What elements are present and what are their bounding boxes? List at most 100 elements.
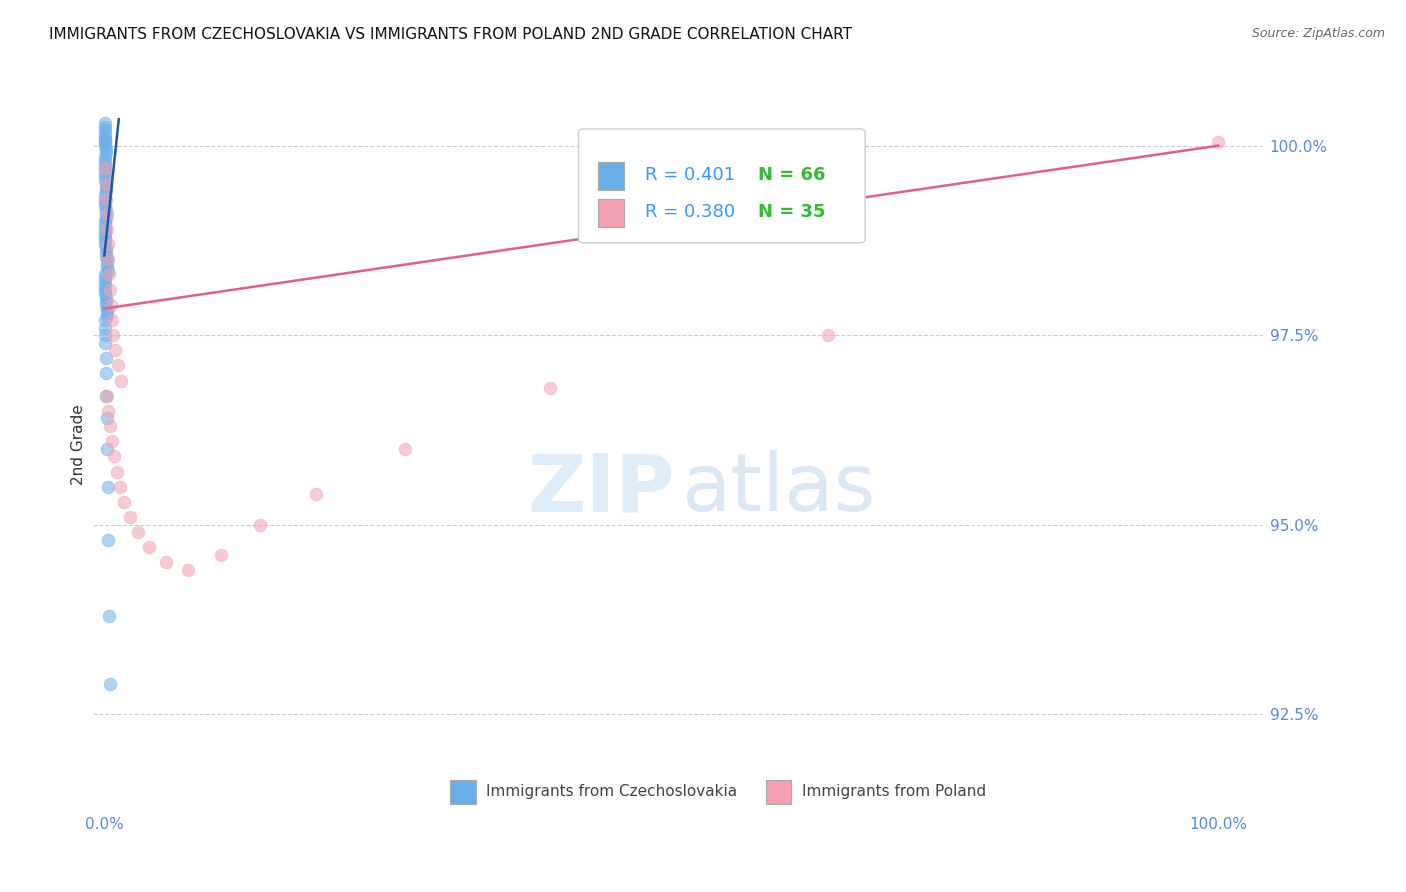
Point — [96, 260, 118, 274]
Point — [100, 298, 122, 312]
Point — [94, 169, 117, 183]
Point — [97, 480, 120, 494]
Point — [94, 207, 117, 221]
Point — [94, 165, 117, 179]
Point — [94, 177, 117, 191]
Point — [94, 218, 117, 232]
Point — [94, 120, 117, 134]
Point — [98, 283, 121, 297]
Point — [98, 419, 121, 434]
Point — [94, 241, 117, 255]
Point — [94, 278, 117, 293]
Point — [94, 283, 117, 297]
Point — [94, 116, 117, 130]
Text: R = 0.401: R = 0.401 — [645, 166, 735, 185]
Text: Source: ZipAtlas.com: Source: ZipAtlas.com — [1251, 27, 1385, 40]
Point — [98, 676, 121, 690]
Point — [138, 541, 160, 555]
Text: Immigrants from Poland: Immigrants from Poland — [801, 784, 986, 799]
Y-axis label: 2nd Grade: 2nd Grade — [72, 405, 86, 485]
Point — [94, 275, 117, 289]
Point — [97, 237, 120, 252]
Point — [94, 135, 117, 149]
Point — [94, 188, 117, 202]
Point — [101, 434, 124, 449]
Point — [94, 320, 117, 334]
Point — [94, 195, 117, 210]
Point — [96, 301, 118, 316]
Point — [94, 128, 117, 142]
Point — [94, 192, 117, 206]
Text: atlas: atlas — [682, 450, 876, 528]
Point — [94, 161, 117, 176]
Point — [97, 263, 120, 277]
Point — [94, 158, 117, 172]
Point — [96, 184, 118, 198]
Point — [101, 313, 124, 327]
Point — [105, 465, 128, 479]
Point — [96, 309, 118, 323]
Point — [538, 381, 561, 395]
Point — [96, 389, 118, 403]
Point — [155, 556, 177, 570]
Point — [97, 268, 120, 282]
Point — [96, 211, 118, 225]
Point — [249, 517, 271, 532]
Point — [94, 153, 117, 168]
Point — [305, 487, 328, 501]
Point — [94, 177, 117, 191]
Point — [97, 404, 120, 418]
Point — [94, 290, 117, 304]
FancyBboxPatch shape — [450, 780, 475, 804]
Point — [94, 199, 117, 213]
Point — [96, 248, 118, 262]
Text: ZIP: ZIP — [527, 450, 675, 528]
Point — [94, 222, 117, 236]
Point — [96, 442, 118, 456]
Point — [94, 123, 117, 137]
Point — [94, 328, 117, 343]
Point — [94, 293, 117, 308]
Point — [94, 132, 117, 146]
Point — [110, 374, 132, 388]
Point — [94, 138, 117, 153]
Point — [112, 495, 135, 509]
Text: R = 0.380: R = 0.380 — [645, 203, 735, 221]
Point — [108, 480, 131, 494]
Point — [94, 366, 117, 380]
Point — [94, 150, 117, 164]
Text: Immigrants from Czechoslovakia: Immigrants from Czechoslovakia — [486, 784, 737, 799]
Point — [94, 237, 117, 252]
Point — [1206, 135, 1229, 149]
Point — [94, 214, 117, 228]
Point — [94, 229, 117, 244]
Point — [96, 411, 118, 425]
Point — [96, 252, 118, 267]
Point — [94, 192, 117, 206]
Point — [103, 328, 125, 343]
Point — [107, 359, 129, 373]
Point — [94, 180, 117, 194]
Point — [118, 510, 141, 524]
Point — [177, 563, 200, 577]
Text: N = 66: N = 66 — [758, 166, 825, 185]
Point — [94, 233, 117, 247]
Point — [94, 244, 117, 259]
Point — [96, 222, 118, 236]
Point — [94, 298, 117, 312]
FancyBboxPatch shape — [599, 162, 624, 190]
Point — [94, 268, 117, 282]
Point — [94, 161, 117, 176]
Point — [94, 271, 117, 285]
Point — [98, 608, 121, 623]
Point — [94, 286, 117, 301]
FancyBboxPatch shape — [599, 199, 624, 227]
Point — [96, 305, 118, 319]
Point — [97, 252, 120, 267]
Point — [96, 389, 118, 403]
Point — [94, 226, 117, 240]
Point — [817, 328, 839, 343]
Point — [103, 450, 125, 464]
Point — [209, 548, 232, 562]
Point — [127, 525, 149, 540]
